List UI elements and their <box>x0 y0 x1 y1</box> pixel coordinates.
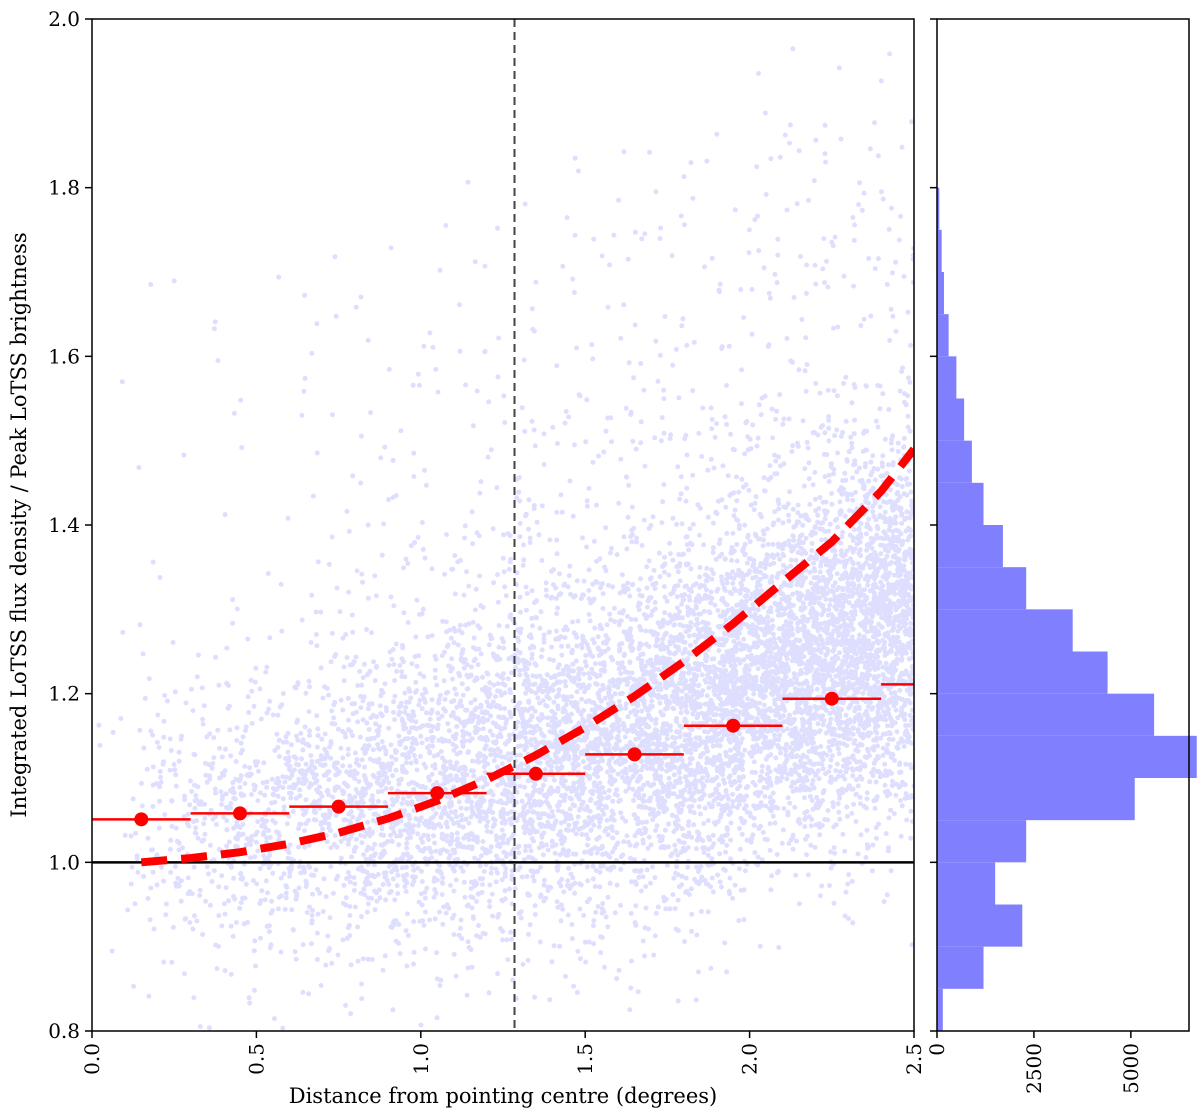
histogram-bar <box>937 904 1023 947</box>
histogram-bar <box>937 778 1135 821</box>
histogram-bar <box>937 314 949 357</box>
median-point <box>430 786 445 801</box>
histogram-bar <box>937 862 996 905</box>
y-tick-label: 1.0 <box>48 850 80 874</box>
scatter-points <box>96 46 914 1031</box>
median-point <box>923 677 937 691</box>
x-tick-label: 1.0 <box>409 1043 433 1075</box>
histogram-bar <box>937 525 1003 568</box>
fitted-curve-line <box>140 446 914 867</box>
main-y-ticks: 0.8 1.0 1.2 1.4 1.6 1.8 2.0 <box>48 7 92 1043</box>
x-tick-label: 0.0 <box>80 1043 104 1075</box>
histogram-plot: 0 2500 5000 <box>925 18 1197 1094</box>
histogram-bars <box>937 187 1197 1031</box>
median-point <box>528 766 543 781</box>
histogram-bar <box>937 693 1155 736</box>
scatter-point-cloud <box>96 46 914 1031</box>
histogram-bar <box>937 988 943 1031</box>
x-tick-label: 0.5 <box>244 1043 268 1075</box>
x-tick-label: 2.5 <box>902 1043 926 1075</box>
reference-lines <box>92 19 914 1031</box>
median-point <box>726 718 741 733</box>
histogram-bar <box>937 820 1027 863</box>
histogram-bar <box>937 187 940 230</box>
median-point <box>824 691 839 706</box>
x-tick-label: 1.5 <box>573 1043 597 1075</box>
median-point <box>232 806 247 821</box>
histogram-bar <box>937 440 972 483</box>
binned-medians <box>92 677 937 827</box>
y-tick-label: 1.6 <box>48 344 80 368</box>
y-tick-label: 2.0 <box>48 7 80 31</box>
histogram-x-tick-label: 5000 <box>1119 1043 1143 1094</box>
histogram-x-tick-label: 0 <box>925 1043 949 1056</box>
histogram-bar <box>937 356 957 399</box>
y-tick-label: 1.4 <box>48 513 80 537</box>
x-axis-title: Distance from pointing centre (degrees) <box>289 1084 718 1108</box>
y-axis-title: Integrated LoTSS flux density / Peak LoT… <box>7 232 31 817</box>
y-tick-label: 1.2 <box>48 682 80 706</box>
histogram-bar <box>937 229 942 272</box>
histogram-x-ticks: 0 2500 5000 <box>925 1031 1143 1094</box>
histogram-bar <box>937 735 1197 778</box>
y-tick-label: 1.8 <box>48 176 80 200</box>
histogram-y-ticks <box>930 18 937 1032</box>
x-tick-label: 2.0 <box>738 1043 762 1075</box>
histogram-bar <box>937 946 984 989</box>
y-tick-label: 0.8 <box>48 1019 80 1043</box>
histogram-bar <box>937 609 1073 652</box>
histogram-x-tick-label: 2500 <box>1022 1043 1046 1094</box>
main-x-ticks: 0.0 0.5 1.0 1.5 2.0 2.5 <box>80 1031 926 1075</box>
histogram-bar <box>937 398 965 441</box>
median-point <box>627 747 642 762</box>
histogram-bar <box>937 272 944 315</box>
histogram-bar <box>937 651 1108 694</box>
fitted-curve <box>140 446 914 867</box>
median-point <box>331 799 346 814</box>
main-scatter-plot: 0.0 0.5 1.0 1.5 2.0 2.5 0.8 1.0 1.2 1.4 1.6 1.8 2.0… <box>7 7 937 1108</box>
median-point <box>134 812 149 827</box>
histogram-bar <box>937 567 1027 610</box>
histogram-bar <box>937 482 984 525</box>
